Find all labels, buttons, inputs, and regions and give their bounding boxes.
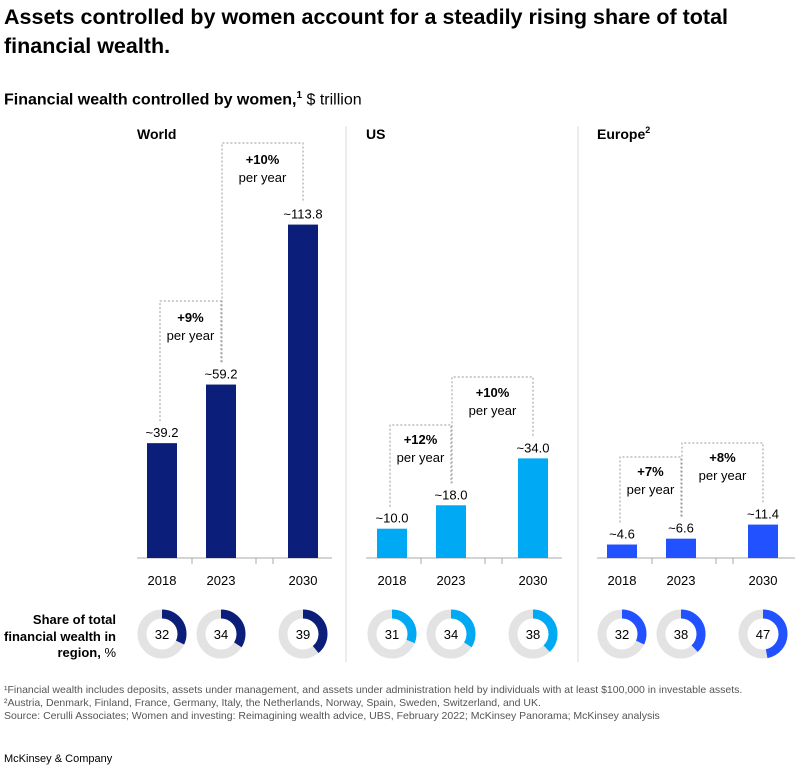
share-donut-value: 39	[296, 627, 310, 642]
growth-connector	[159, 300, 222, 422]
share-row-label: Share of total financial wealth in regio…	[0, 612, 116, 662]
share-donut-europe-2023	[656, 609, 706, 659]
bar-us-2018	[377, 528, 407, 558]
x-tick-label: 2030	[749, 573, 778, 588]
growth-connector	[389, 424, 452, 507]
share-donut-value: 31	[385, 627, 399, 642]
share-donut-us-2018	[367, 609, 417, 659]
share-donut-europe-2018	[597, 609, 647, 659]
bar-value-label: ~59.2	[205, 367, 238, 382]
growth-rate-label: +7%	[637, 464, 664, 479]
growth-rate-unit: per year	[627, 482, 675, 497]
share-donut-europe-2030	[738, 609, 788, 659]
share-donut-value: 34	[214, 627, 228, 642]
share-donut-value: 32	[155, 627, 169, 642]
share-donut-world-2023	[196, 609, 246, 659]
growth-connector	[619, 456, 682, 523]
bar-world-2023	[206, 384, 236, 558]
growth-rate-label: +8%	[709, 450, 736, 465]
share-donut-value: 47	[756, 627, 770, 642]
bar-world-2030	[288, 224, 318, 558]
footnotes: ¹Financial wealth includes deposits, ass…	[4, 684, 804, 723]
growth-rate-label: +9%	[177, 310, 204, 325]
bar-us-2030	[518, 458, 548, 558]
share-donut-value: 38	[526, 627, 540, 642]
footnote-1: ¹Financial wealth includes deposits, ass…	[4, 684, 743, 696]
panel-title-world: World	[137, 126, 176, 142]
bar-value-label: ~10.0	[376, 511, 409, 526]
subtitle-unit: $ trillion	[302, 91, 362, 109]
x-tick-label: 2023	[437, 573, 466, 588]
bar-us-2023	[436, 505, 466, 558]
x-tick-label: 2018	[148, 573, 177, 588]
x-tick-label: 2018	[378, 573, 407, 588]
panel-title-europe: Europe2	[597, 125, 650, 142]
x-tick-label: 2018	[608, 573, 637, 588]
chart-title: Assets controlled by women account for a…	[4, 5, 728, 58]
bar-value-label: ~34.0	[517, 440, 550, 455]
bar-value-label: ~39.2	[146, 425, 179, 440]
bar-europe-2030	[748, 524, 778, 558]
share-donut-value: 32	[615, 627, 629, 642]
bar-value-label: ~11.4	[747, 507, 779, 522]
share-donut-us-2023	[426, 609, 476, 659]
growth-rate-unit: per year	[397, 450, 445, 465]
share-donut-value: 34	[444, 627, 458, 642]
growth-rate-label: +10%	[246, 152, 280, 167]
bar-europe-2018	[607, 544, 637, 558]
growth-rate-unit: per year	[239, 170, 287, 185]
growth-rate-unit: per year	[167, 328, 215, 343]
x-tick-label: 2023	[667, 573, 696, 588]
footnote-2: ²Austria, Denmark, Finland, France, Germ…	[4, 697, 541, 709]
bar-europe-2023	[666, 538, 696, 558]
source-note: Source: Cerulli Associates; Women and in…	[4, 710, 660, 722]
share-label-text: Share of total financial wealth in regio…	[4, 612, 116, 660]
panel-title-footnote-mark: 2	[645, 125, 650, 135]
growth-rate-label: +12%	[404, 432, 438, 447]
share-donut-world-2018	[137, 609, 187, 659]
share-donut-world-2030	[278, 609, 328, 659]
chart-subtitle: Financial wealth controlled by women,1 $…	[4, 86, 362, 110]
growth-connector	[681, 442, 764, 517]
growth-rate-unit: per year	[699, 468, 747, 483]
growth-connector	[221, 142, 304, 363]
growth-connector	[451, 376, 534, 484]
share-label-unit: %	[100, 645, 116, 660]
bar-world-2018	[147, 443, 177, 558]
x-tick-label: 2030	[519, 573, 548, 588]
subtitle-footnote-mark: 1	[296, 90, 303, 101]
share-donut-value: 38	[674, 627, 688, 642]
bar-value-label: ~4.6	[609, 527, 635, 542]
panel-title-us: US	[366, 126, 385, 142]
bar-value-label: ~113.8	[283, 207, 322, 222]
growth-rate-unit: per year	[469, 403, 517, 418]
share-donut-us-2030	[508, 609, 558, 659]
x-tick-label: 2030	[289, 573, 318, 588]
bar-value-label: ~6.6	[668, 521, 694, 536]
bar-value-label: ~18.0	[435, 487, 468, 502]
x-tick-label: 2023	[207, 573, 236, 588]
subtitle-text: Financial wealth controlled by women,	[4, 91, 297, 109]
brand-logo-text: McKinsey & Company	[4, 753, 113, 765]
growth-rate-label: +10%	[476, 385, 510, 400]
